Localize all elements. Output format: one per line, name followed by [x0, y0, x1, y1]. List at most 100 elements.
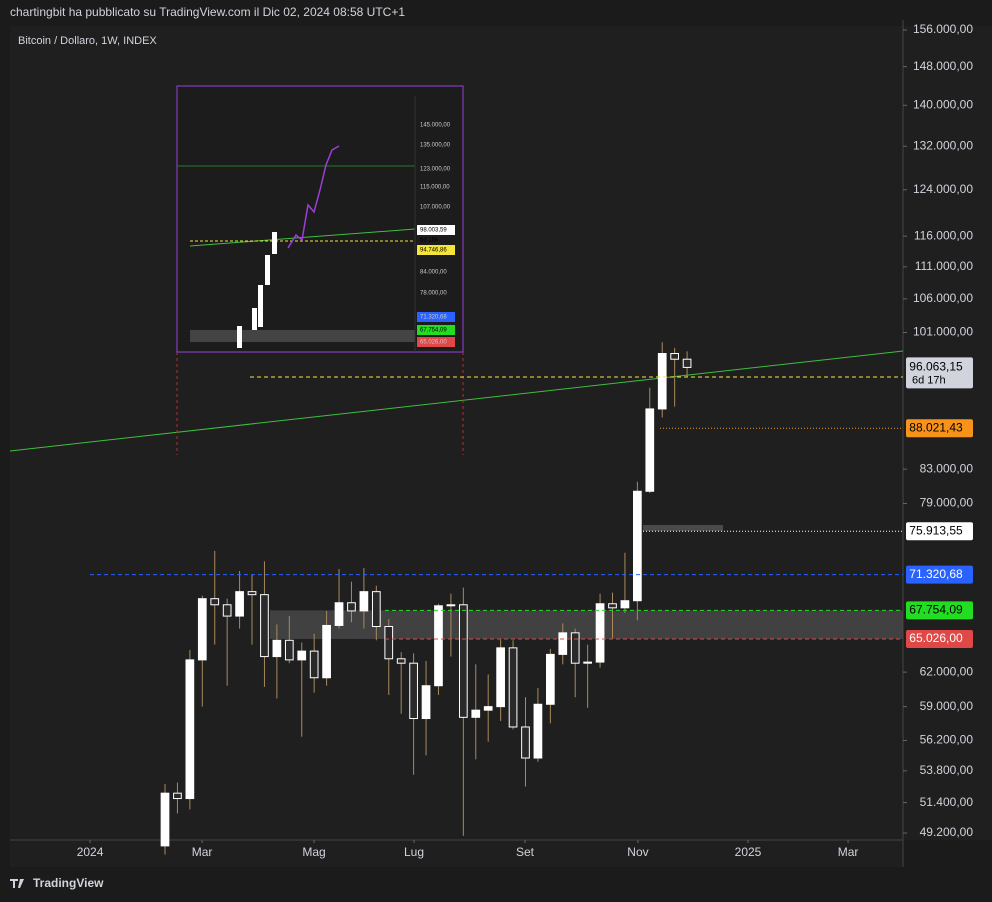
- candle-body: [384, 626, 394, 660]
- y-tick-label: 83.000,00: [920, 461, 974, 475]
- y-tick-label: 124.000,00: [913, 182, 973, 196]
- zone: [643, 525, 723, 531]
- y-tick-label: 148.000,00: [913, 59, 973, 73]
- candle-body: [272, 639, 282, 658]
- y-tick-label: 56.200,00: [920, 733, 974, 747]
- candle-body: [496, 647, 505, 708]
- inset-label: 145.000,00: [420, 123, 451, 129]
- candle-body: [434, 605, 443, 687]
- time-axis: [10, 840, 903, 867]
- candle-body: [409, 662, 418, 720]
- level-label: 65.026,00: [909, 631, 963, 645]
- x-tick-label: Lug: [404, 845, 424, 859]
- level-tag: [906, 629, 973, 648]
- y-tick-label: 140.000,00: [913, 97, 973, 111]
- level-label: 75.913,55: [909, 523, 963, 537]
- zone: [270, 610, 903, 639]
- candle-body: [421, 685, 431, 720]
- candle-body: [260, 594, 269, 658]
- x-tick-label: Mar: [192, 845, 213, 859]
- inset-candle: [237, 326, 242, 348]
- inset-label: 84.000,00: [420, 270, 447, 276]
- inset-label: 135.000,00: [420, 143, 451, 149]
- candle-body: [533, 703, 543, 759]
- inset-tag: [417, 337, 455, 347]
- x-tick-label: Mag: [302, 845, 325, 859]
- candle-body: [185, 659, 195, 800]
- y-tick-label: 49.200,00: [920, 825, 974, 839]
- last-price-tag: [906, 357, 973, 389]
- inset-projection: [287, 145, 340, 249]
- y-tick-label: 132.000,00: [913, 138, 973, 152]
- inset-candle: [272, 232, 277, 254]
- y-tick-label: 59.000,00: [920, 699, 974, 713]
- x-tick-label: Mar: [838, 845, 859, 859]
- candle-body: [483, 706, 493, 711]
- inset-label: 78.000,00: [420, 291, 447, 297]
- candle-body: [235, 591, 244, 617]
- candle-body: [670, 353, 680, 360]
- candle-body: [608, 603, 617, 609]
- x-tick-label: Nov: [627, 845, 648, 859]
- candle-body: [458, 604, 468, 718]
- y-tick-label: 106.000,00: [913, 291, 973, 305]
- candle-body: [620, 600, 630, 609]
- inset-tag: [417, 312, 455, 322]
- inset-label: 6d 16h: [420, 238, 438, 244]
- candle-body: [595, 603, 605, 663]
- level-tag: [906, 601, 973, 620]
- y-tick-label: 51.400,00: [920, 795, 974, 809]
- candle-body: [297, 650, 307, 661]
- logo: [10, 879, 24, 888]
- candle-body: [247, 591, 257, 596]
- y-tick-label: 111.000,00: [915, 259, 974, 273]
- candle-body: [521, 726, 530, 759]
- level-label: 67.754,09: [909, 603, 963, 617]
- candle-body: [347, 602, 356, 612]
- inset-label: 123.000,00: [420, 167, 451, 173]
- candle-body: [284, 639, 294, 661]
- candle-body: [583, 661, 592, 664]
- candle-body: [446, 604, 456, 607]
- candle-body: [508, 647, 518, 728]
- y-tick-label: 116.000,00: [914, 228, 973, 242]
- candle-body: [682, 358, 692, 368]
- y-tick-label: 101.000,00: [913, 325, 973, 339]
- candle-body: [396, 658, 406, 664]
- footer: TradingView: [33, 876, 104, 890]
- candle-body: [545, 653, 555, 705]
- countdown: 6d 17h: [912, 374, 946, 386]
- candle-body: [657, 353, 667, 410]
- candle-body: [309, 650, 319, 679]
- header: chartingbit ha pubblicato su TradingView…: [10, 5, 405, 19]
- level-label: 71.320,68: [909, 567, 963, 581]
- inset-candle: [265, 255, 270, 285]
- x-tick-label: Set: [516, 845, 535, 859]
- candle-body: [197, 598, 207, 661]
- inset-tag: [417, 325, 455, 335]
- candle-body: [371, 591, 381, 628]
- inset: 145.000,00 135.000,00 123.000,00 115.000,00…: [176, 85, 464, 455]
- last-price-label: 96.063,15: [909, 360, 963, 374]
- candle-body: [471, 709, 481, 718]
- candle-body: [645, 408, 655, 492]
- trend-line: [9, 350, 904, 452]
- level-tag: [906, 419, 973, 438]
- y-tick-label: 62.000,00: [920, 664, 974, 678]
- candle-body: [334, 602, 344, 626]
- inset-label: 67.754,09: [420, 328, 447, 334]
- x-tick-label: 2024: [77, 845, 104, 859]
- inset-label: 107.000,00: [420, 205, 451, 211]
- candle-body: [173, 792, 182, 800]
- level-label: 88.021,43: [909, 420, 963, 434]
- inset-zone: [190, 330, 415, 342]
- chart-title: Bitcoin / Dollaro, 1W, INDEX: [18, 35, 157, 47]
- inset-candle: [252, 308, 257, 330]
- x-tick-label: 2025: [735, 845, 762, 859]
- candle-body: [222, 604, 232, 617]
- inset-label: 98.003,59: [420, 228, 447, 234]
- candle-body: [558, 632, 568, 655]
- inset-candle: [258, 285, 263, 327]
- candle-body: [210, 598, 220, 606]
